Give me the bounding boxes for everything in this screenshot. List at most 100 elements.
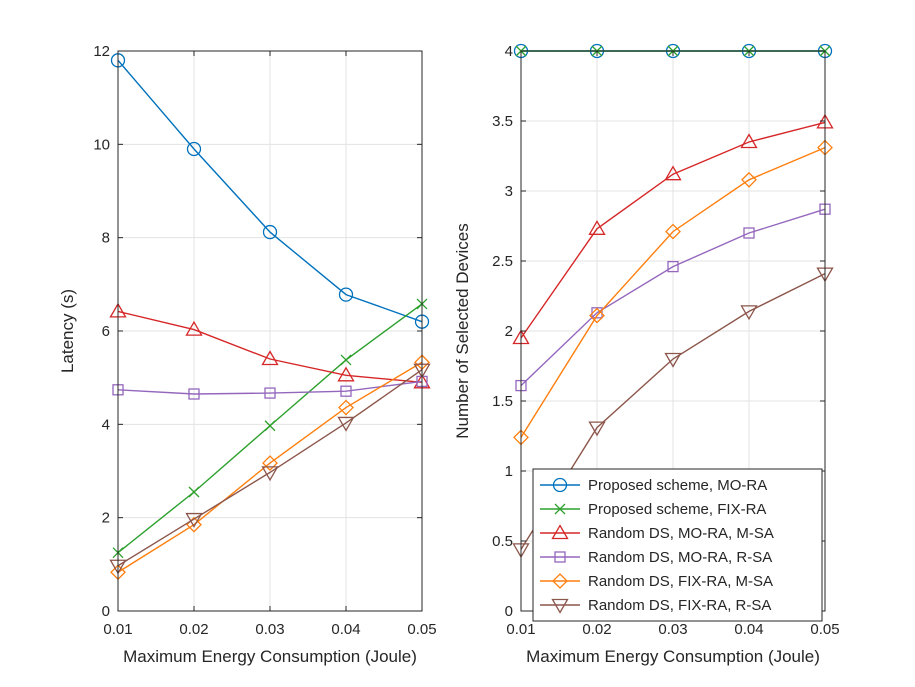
data-point-marker (588, 219, 606, 235)
data-point-marker (589, 307, 605, 324)
devices-y-axis-label: Number of Selected Devices (453, 223, 472, 438)
y-tick-label: 2.5 (492, 253, 513, 270)
data-point-marker (185, 320, 203, 336)
y-tick-label: 3.5 (492, 113, 513, 130)
data-point-marker (340, 354, 352, 366)
data-point-marker (743, 227, 755, 239)
data-point-marker (741, 171, 757, 188)
y-tick-label: 0.5 (492, 533, 513, 550)
legend-item: Proposed scheme, FIX-RA (540, 501, 766, 518)
data-point-marker (186, 141, 202, 157)
x-tick-label: 0.03 (255, 621, 284, 638)
legend-label: Random DS, MO-RA, M-SA (588, 525, 774, 542)
legend-marker (552, 573, 568, 589)
latency-y-ticks: 0 2 4 6 8 10 12 (93, 43, 422, 620)
y-tick-label: 12 (93, 43, 110, 60)
data-point-marker (664, 352, 682, 368)
data-point-marker (264, 387, 276, 399)
x-tick-label: 0.01 (506, 621, 535, 638)
data-point-marker (188, 486, 200, 498)
legend-label: Random DS, FIX-RA, M-SA (588, 573, 773, 590)
data-point-marker (261, 466, 279, 482)
x-tick-label: 0.02 (179, 621, 208, 638)
latency-grid (117, 50, 423, 612)
series-line (117, 380, 423, 395)
data-point-marker (261, 350, 279, 366)
series-line (117, 361, 423, 573)
data-point-marker (185, 512, 203, 528)
x-tick-label: 0.04 (734, 621, 763, 638)
data-point-marker (664, 165, 682, 181)
series-random-ds-fix-ra-r-sa (109, 363, 431, 575)
latency-y-axis-label: Latency (s) (58, 289, 77, 373)
data-point-marker (338, 399, 354, 416)
series-line (520, 272, 826, 550)
data-point-marker (588, 421, 606, 437)
series-line (117, 369, 423, 567)
legend-marker (551, 598, 569, 614)
series-line (117, 59, 423, 323)
data-point-marker (262, 455, 278, 471)
x-tick-label: 0.04 (331, 621, 360, 638)
latency-chart: 0.01 0.02 0.03 0.04 0.05 0 2 4 6 8 10 12 Maximum E… (58, 43, 437, 666)
y-tick-label: 3 (505, 183, 513, 200)
series-line (117, 310, 423, 384)
latency-series (109, 53, 431, 581)
y-tick-label: 2 (102, 510, 110, 527)
legend-marker (554, 503, 566, 515)
devices-chart: 0.01 0.02 0.03 0.04 0.05 0 0.5 1 1.5 2 2.5 3 3.5 4 M… (453, 43, 840, 666)
series-line (520, 121, 826, 339)
legend-item: Random DS, FIX-RA, M-SA (540, 573, 773, 590)
series-proposed-scheme-fix-ra (112, 298, 428, 559)
y-tick-label: 0 (102, 603, 110, 620)
series-random-ds-fix-ra-m-sa (110, 354, 430, 581)
y-tick-label: 1 (505, 463, 513, 480)
series-random-ds-fix-ra-r-sa (512, 267, 834, 559)
data-point-marker (262, 224, 278, 240)
y-tick-label: 6 (102, 323, 110, 340)
x-tick-label: 0.05 (407, 621, 436, 638)
data-point-marker (337, 416, 355, 432)
legend-marker (551, 524, 569, 540)
legend-label: Proposed scheme, MO-RA (588, 477, 767, 494)
legend-item: Proposed scheme, MO-RA (540, 477, 767, 494)
legend-marker (552, 477, 568, 493)
data-point-marker (740, 133, 758, 149)
latency-x-axis-label: Maximum Energy Consumption (Joule) (123, 647, 417, 666)
data-point-marker (667, 260, 679, 273)
y-tick-label: 8 (102, 230, 110, 247)
x-tick-label: 0.05 (810, 621, 839, 638)
devices-y-ticks: 0 0.5 1 1.5 2 2.5 3 3.5 4 (492, 43, 825, 620)
series-proposed-scheme-mo-ra (110, 53, 430, 329)
y-tick-label: 4 (505, 43, 513, 60)
series-line (520, 146, 826, 438)
legend-label: Random DS, FIX-RA, R-SA (588, 597, 771, 614)
legend-item: Random DS, MO-RA, M-SA (540, 524, 774, 542)
data-point-marker (340, 385, 352, 397)
y-tick-label: 2 (505, 323, 513, 340)
x-tick-label: 0.03 (658, 621, 687, 638)
legend-marker (554, 551, 566, 563)
legend-label: Proposed scheme, FIX-RA (588, 501, 766, 518)
legend-label: Random DS, MO-RA, R-SA (588, 549, 772, 566)
legend-box (532, 468, 823, 622)
y-tick-label: 4 (102, 416, 110, 433)
legend-item: Random DS, FIX-RA, R-SA (540, 597, 771, 614)
y-tick-label: 1.5 (492, 393, 513, 410)
series-random-ds-mo-ra-m-sa (512, 113, 834, 345)
y-tick-label: 10 (93, 136, 110, 153)
devices-x-axis-label: Maximum Energy Consumption (Joule) (526, 647, 820, 666)
latency-x-ticks: 0.01 0.02 0.03 0.04 0.05 (103, 51, 437, 638)
devices-x-ticks: 0.01 0.02 0.03 0.04 0.05 (506, 51, 840, 638)
data-point-marker (337, 366, 355, 382)
legend: Proposed scheme, MO-RA Proposed scheme, F… (532, 468, 823, 622)
legend-item: Random DS, MO-RA, R-SA (540, 549, 772, 566)
series-line (520, 208, 826, 387)
data-point-marker (264, 420, 276, 432)
data-point-marker (188, 388, 200, 400)
x-tick-label: 0.01 (103, 621, 132, 638)
y-tick-label: 0 (505, 603, 513, 620)
data-point-marker (740, 305, 758, 321)
x-tick-label: 0.02 (582, 621, 611, 638)
